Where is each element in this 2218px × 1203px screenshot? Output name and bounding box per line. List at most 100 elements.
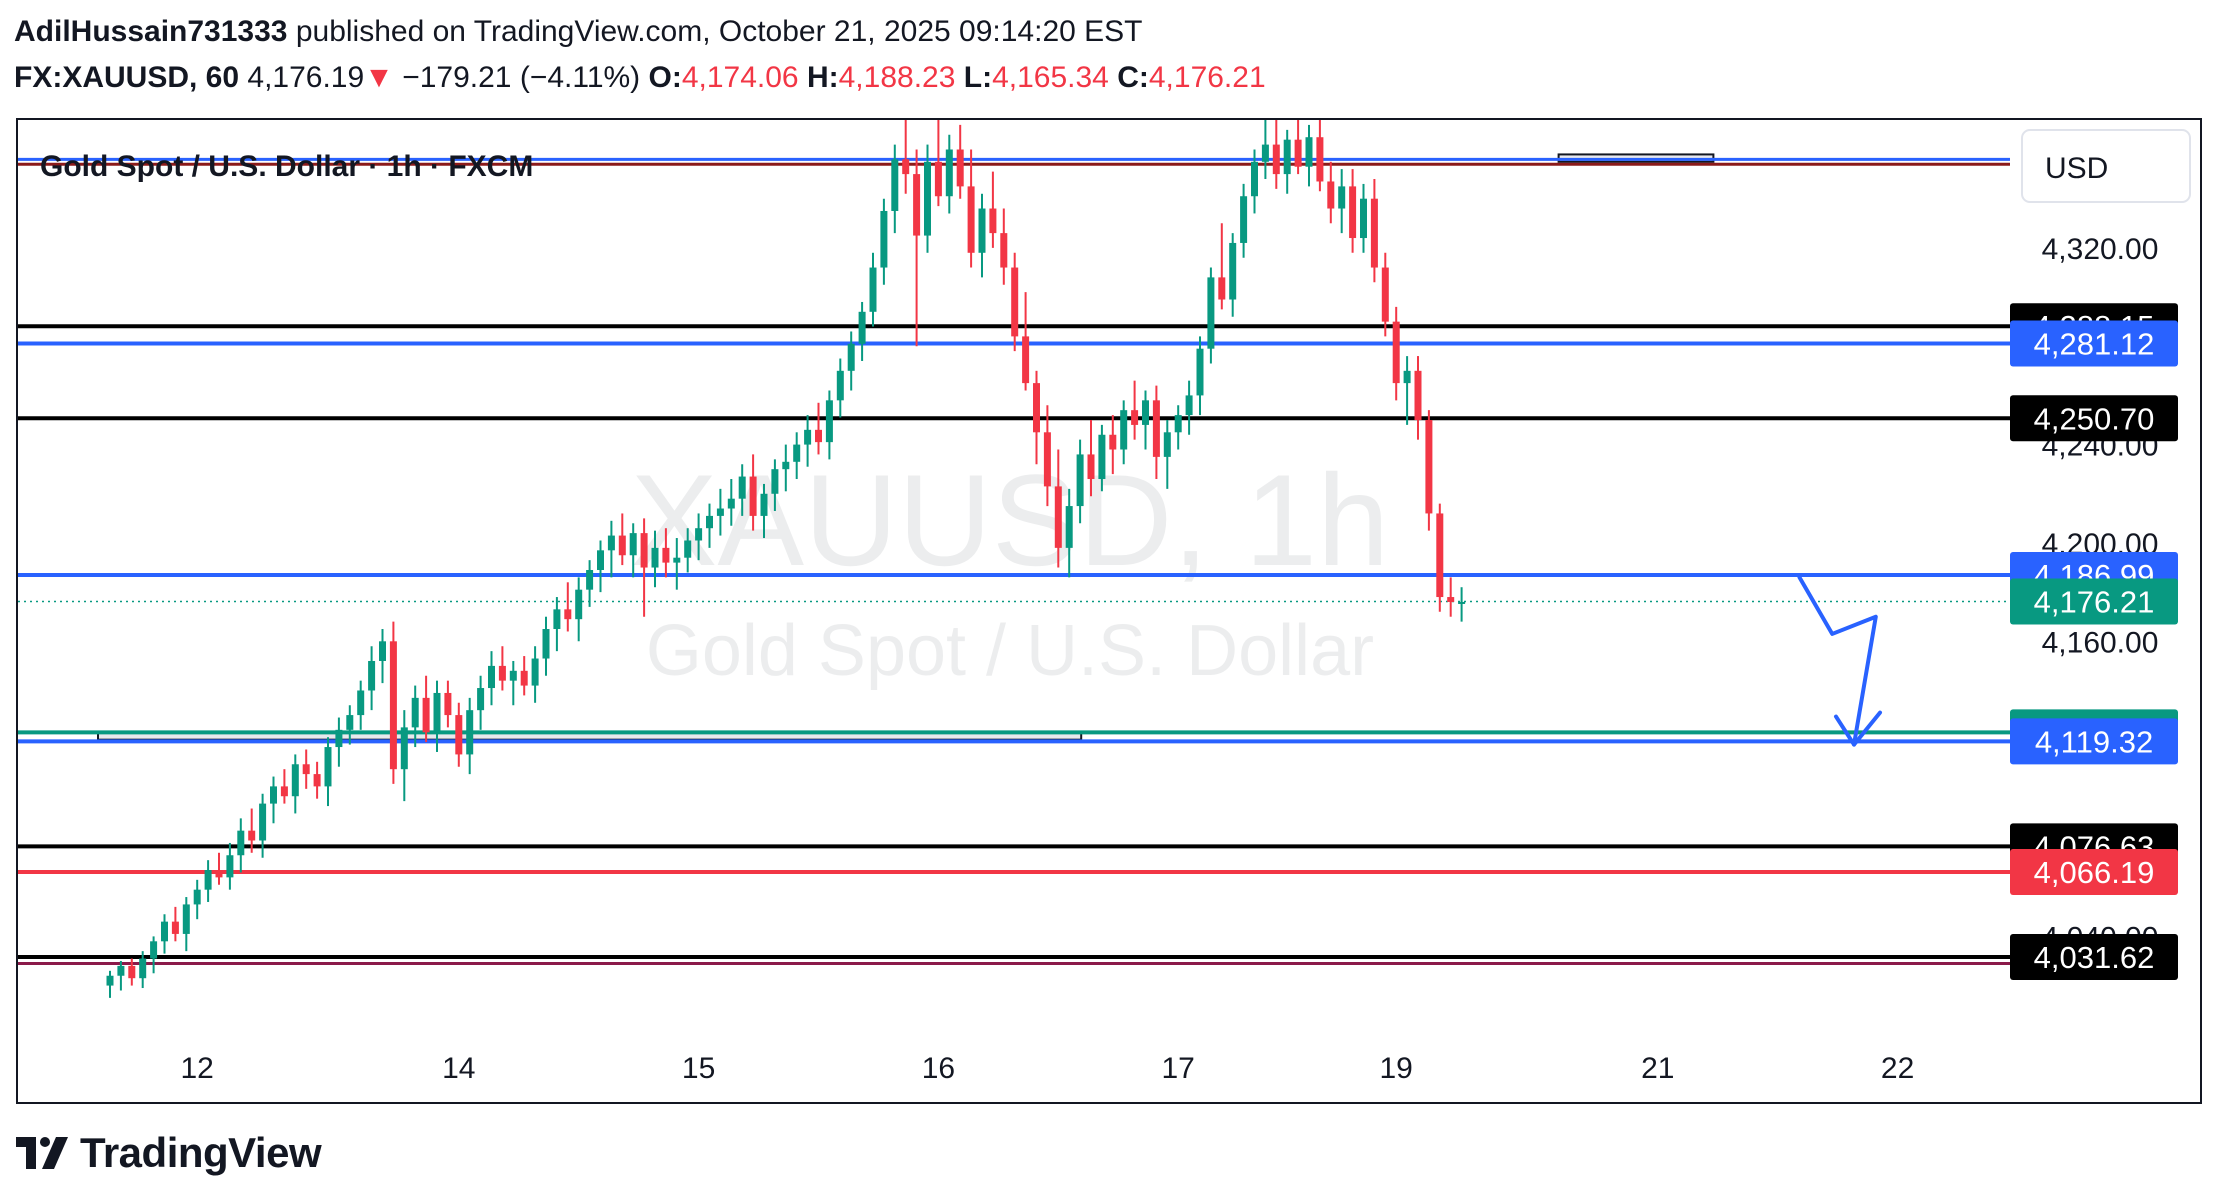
candle-body — [1152, 400, 1160, 457]
candle-body — [1381, 267, 1389, 322]
level-price-label-box — [2010, 395, 2178, 442]
candle-body — [411, 697, 419, 728]
level-price-label-box — [2010, 934, 2178, 980]
candle-body — [1109, 434, 1117, 450]
candle-body — [520, 670, 528, 686]
candle-body — [1349, 186, 1357, 239]
candle-body — [706, 515, 713, 529]
open-value: 4,174.06 — [681, 61, 799, 94]
candle-body — [1240, 196, 1248, 243]
candle-body — [1000, 233, 1008, 268]
tradingview-logo-icon — [16, 1137, 68, 1169]
low-value: 4,165.34 — [992, 61, 1109, 94]
candle-body — [1022, 336, 1030, 384]
candle-body — [684, 540, 692, 558]
candle-body — [1338, 186, 1346, 209]
currency-box — [2021, 129, 2191, 203]
candle-body — [738, 476, 746, 499]
projection-arrow — [1797, 575, 1878, 747]
candle-body — [1283, 139, 1291, 175]
candle-body — [324, 747, 332, 787]
y-tick-label: 4,160.00 — [2042, 626, 2159, 659]
low-label: L: — [963, 61, 993, 94]
candle-body — [978, 208, 986, 253]
candle-body — [902, 159, 910, 175]
candle-body — [869, 267, 877, 312]
candle-body — [858, 311, 866, 344]
candle-body — [749, 476, 757, 516]
x-tick-label: 16 — [922, 1052, 955, 1085]
candle-body — [346, 715, 354, 730]
candle-body — [128, 965, 136, 979]
watermark-name: Gold Spot / U.S. Dollar — [646, 611, 1374, 691]
publish-info: published on TradingView.com, October 21… — [295, 15, 1143, 48]
candle-body — [455, 715, 463, 755]
candle-body — [782, 461, 790, 470]
candle-body — [553, 609, 561, 630]
candle-body — [204, 870, 212, 890]
current-price-label-box — [2010, 578, 2178, 625]
candle-body — [368, 660, 376, 691]
candle-body — [597, 550, 604, 570]
candle-body — [760, 493, 768, 516]
chart-title: Gold Spot / U.S. Dollar · 1h · FXCM — [40, 150, 533, 183]
chart-frame[interactable] — [16, 118, 2202, 1104]
candle-body — [1043, 432, 1051, 487]
candle-body — [1011, 267, 1019, 337]
candle-body — [161, 921, 168, 942]
candle-body — [1261, 144, 1269, 162]
candle-body — [607, 535, 615, 551]
candle-body — [1458, 601, 1466, 604]
candle-body — [1131, 410, 1139, 425]
candle-body — [400, 727, 408, 770]
candle-body — [444, 692, 452, 716]
candle-body — [291, 764, 299, 797]
candle-body — [280, 786, 288, 797]
candle-body — [466, 710, 474, 755]
candle-body — [575, 589, 583, 620]
tradingview-logo[interactable]: TradingView — [14, 1128, 322, 1178]
candle-body — [1425, 420, 1433, 514]
candle-body — [1251, 161, 1258, 197]
candle-body — [618, 535, 626, 556]
candle-body — [1054, 486, 1062, 548]
candle-body — [934, 161, 942, 197]
candle-body — [389, 641, 397, 770]
candle-body — [542, 629, 550, 659]
tradingview-logo-text: TradingView — [80, 1129, 322, 1176]
x-tick-label: 14 — [442, 1052, 475, 1085]
candle-body — [629, 533, 637, 556]
candle-body — [1185, 395, 1193, 416]
candle-body — [771, 469, 779, 494]
candle-body — [1414, 370, 1422, 420]
x-tick-label: 15 — [682, 1052, 715, 1085]
candle-body — [433, 692, 441, 733]
open-label: O: — [648, 61, 682, 94]
projection-arrow-head — [1834, 710, 1882, 747]
level-price-label: 4,031.62 — [2034, 940, 2155, 975]
candle-body — [662, 547, 670, 563]
candle-body — [836, 370, 844, 401]
candle-body — [1370, 198, 1378, 268]
candle-body — [913, 174, 921, 236]
candle-body — [651, 547, 659, 568]
currency-label: USD — [2045, 152, 2108, 185]
candle-body — [106, 975, 114, 986]
candle-body — [825, 400, 833, 443]
publish-header: AdilHussain731333 published on TradingVi… — [14, 14, 1143, 50]
level-price-label: 4,250.70 — [2034, 401, 2155, 436]
candle-body — [1065, 506, 1073, 548]
candle-body — [1196, 348, 1204, 396]
close-value: 4,176.21 — [1148, 61, 1266, 94]
candle-body — [193, 889, 201, 905]
close-label: C: — [1117, 61, 1149, 94]
candle-body — [1294, 139, 1302, 167]
candle-body — [422, 697, 430, 733]
candle-body — [335, 729, 343, 748]
candle-body — [673, 557, 681, 563]
candle-body — [150, 941, 158, 959]
x-tick-label: 22 — [1881, 1052, 1914, 1085]
author-name[interactable]: AdilHussain731333 — [14, 15, 288, 48]
candle-body — [586, 570, 594, 590]
